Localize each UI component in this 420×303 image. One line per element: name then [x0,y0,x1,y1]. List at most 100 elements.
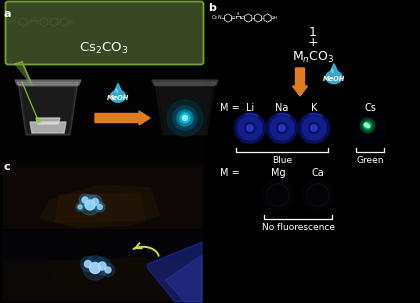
Circle shape [365,124,370,128]
Circle shape [302,179,334,211]
Circle shape [98,262,106,270]
Circle shape [262,179,294,211]
Text: Ca: Ca [312,168,324,178]
Circle shape [298,112,330,144]
Polygon shape [152,80,218,85]
FancyArrow shape [292,68,307,96]
Circle shape [180,113,190,123]
Polygon shape [332,69,333,73]
Circle shape [299,113,329,143]
Circle shape [76,203,84,211]
Text: O: O [241,16,244,20]
Polygon shape [159,88,211,133]
Polygon shape [52,258,148,282]
Text: O: O [28,19,31,25]
Text: Mg: Mg [270,168,285,178]
Circle shape [308,122,320,134]
Polygon shape [36,118,60,124]
Polygon shape [3,260,202,300]
Circle shape [78,205,82,209]
Text: M =: M = [220,103,240,113]
Polygon shape [15,80,81,85]
Polygon shape [165,255,202,302]
Circle shape [167,100,203,136]
Circle shape [362,121,373,131]
Circle shape [355,113,385,143]
Text: a: a [3,9,10,19]
Circle shape [89,262,100,274]
Polygon shape [3,231,202,300]
Text: 4: 4 [237,12,239,16]
Text: OH: OH [271,16,278,20]
Polygon shape [18,82,78,135]
Circle shape [183,115,187,121]
Circle shape [241,119,259,137]
Polygon shape [110,84,126,102]
Circle shape [367,125,370,128]
Text: No fluorescence: No fluorescence [262,223,334,232]
Polygon shape [55,193,145,222]
Circle shape [83,256,107,280]
Text: 1: 1 [309,25,317,38]
Circle shape [303,180,333,210]
Circle shape [92,198,99,205]
Polygon shape [22,88,74,133]
Circle shape [354,112,386,144]
Circle shape [105,267,111,273]
Text: 4: 4 [32,16,35,20]
Circle shape [360,118,375,133]
Text: Na: Na [276,103,289,113]
Text: O: O [232,16,236,20]
Text: b: b [208,3,216,13]
Text: M =: M = [220,168,240,178]
Circle shape [244,122,256,134]
Text: +: + [308,36,318,49]
Polygon shape [154,82,216,86]
Text: c: c [3,162,10,172]
Circle shape [248,126,252,130]
Circle shape [80,256,96,272]
Text: M$_n$CO$_3$: M$_n$CO$_3$ [292,49,334,65]
Circle shape [85,200,95,210]
Text: MeOH: MeOH [107,95,129,101]
Polygon shape [326,64,342,84]
Circle shape [276,122,288,134]
Circle shape [270,116,294,140]
Text: O$_2$N: O$_2$N [5,18,17,26]
Circle shape [234,112,266,144]
Circle shape [279,125,285,131]
Circle shape [80,195,100,215]
Circle shape [173,106,197,130]
Circle shape [364,122,371,129]
Polygon shape [17,82,79,86]
Text: Green: Green [356,156,384,165]
Circle shape [305,119,323,137]
Circle shape [177,110,193,126]
Polygon shape [0,0,205,303]
Polygon shape [116,89,117,92]
Polygon shape [15,62,32,85]
Circle shape [247,125,253,131]
Circle shape [88,195,102,209]
Polygon shape [155,82,215,135]
Circle shape [82,197,88,203]
Text: O: O [36,19,40,25]
Circle shape [312,126,316,130]
Point [34,118,41,122]
Circle shape [263,180,293,210]
Polygon shape [40,185,160,228]
Text: Li: Li [246,103,254,113]
Circle shape [84,261,92,268]
Circle shape [280,126,284,130]
Polygon shape [3,167,202,228]
Circle shape [302,116,326,140]
Circle shape [267,113,297,143]
Circle shape [364,123,368,127]
Text: OH: OH [68,19,75,25]
Circle shape [311,125,317,131]
Text: K: K [311,103,317,113]
FancyArrow shape [95,111,150,125]
Text: MeOH: MeOH [323,76,345,82]
Circle shape [235,113,265,143]
Text: Cs: Cs [364,103,376,113]
